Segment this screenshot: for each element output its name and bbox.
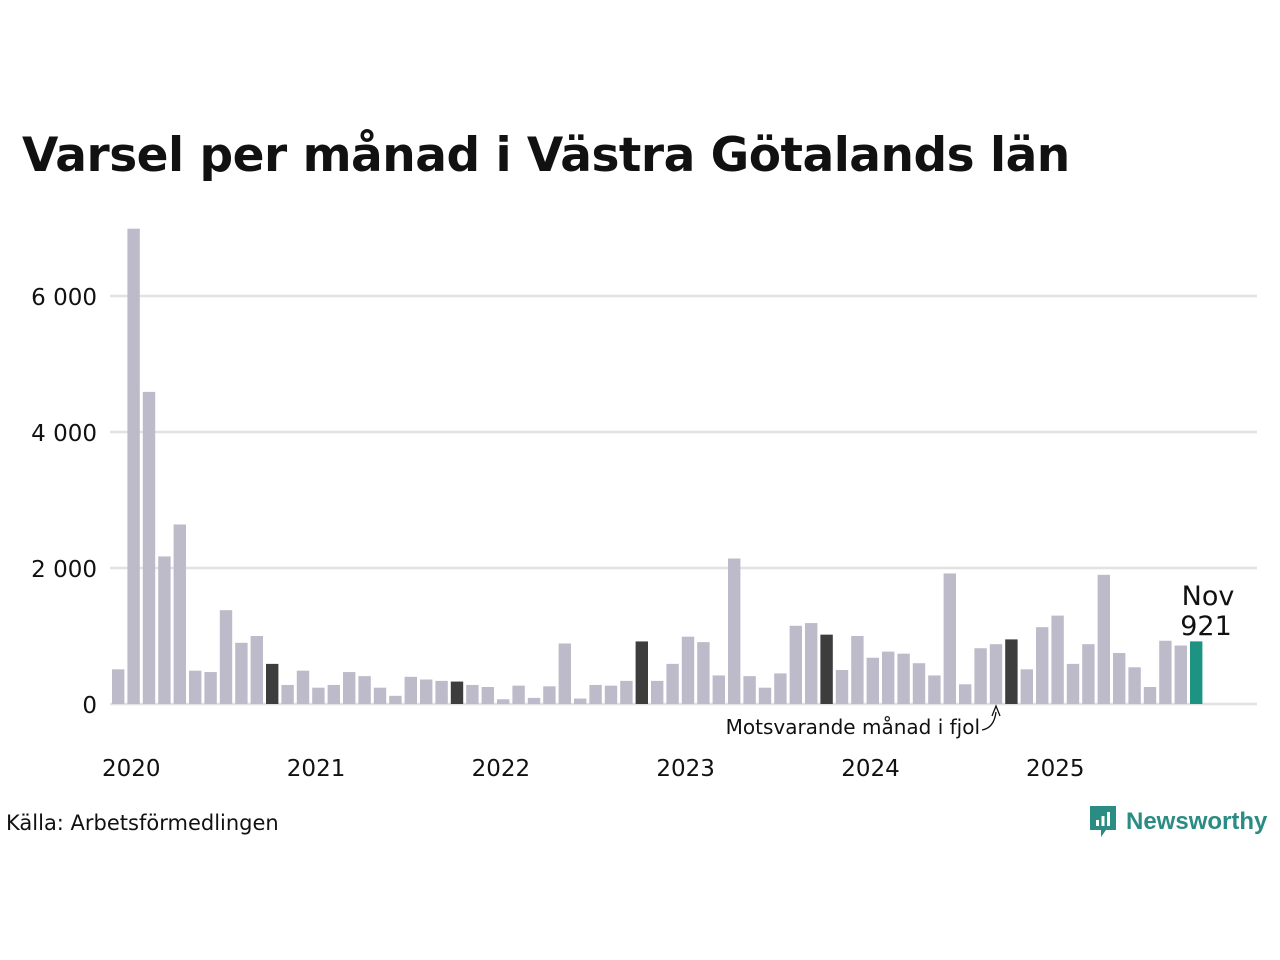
bar (1128, 667, 1141, 704)
x-tick-label: 2024 (841, 756, 900, 782)
y-axis-ticks: 0 2 000 4 000 6 000 (31, 285, 97, 719)
bar (728, 558, 741, 704)
bar (327, 684, 340, 704)
bar (1036, 627, 1049, 704)
newsworthy-logo-icon (1090, 806, 1116, 837)
bars (112, 228, 1203, 704)
bar (373, 687, 387, 704)
bar (127, 228, 140, 704)
bar (466, 684, 479, 704)
bar (959, 684, 972, 704)
y-tick-label: 0 (82, 693, 97, 719)
bar (989, 644, 1003, 704)
bar (266, 663, 279, 704)
y-tick-label: 6 000 (31, 285, 97, 311)
bar (250, 636, 263, 704)
bar (481, 687, 494, 704)
bar (1082, 644, 1095, 704)
bar (1113, 653, 1126, 704)
bar (774, 673, 787, 704)
bar (912, 663, 926, 704)
bar (543, 686, 556, 704)
bar (1020, 669, 1033, 704)
bar (235, 642, 248, 704)
bar (497, 699, 510, 704)
bar (805, 623, 818, 704)
bar (820, 634, 833, 704)
bar (1143, 687, 1157, 704)
newsworthy-logo: Newsworthy (1088, 803, 1267, 841)
bar (527, 697, 541, 704)
source-text: Källa: Arbetsförmedlingen (6, 811, 279, 835)
bar (882, 651, 895, 704)
bar (897, 653, 910, 704)
bar (789, 625, 802, 704)
bar (450, 681, 464, 704)
bar (1066, 663, 1080, 704)
bar (1051, 615, 1064, 704)
bar (866, 657, 879, 704)
bar (651, 680, 664, 704)
bar (604, 685, 618, 704)
brand-name: Newsworthy (1126, 808, 1268, 835)
bar (943, 573, 956, 704)
x-tick-label: 2025 (1026, 756, 1085, 782)
bar (404, 676, 417, 704)
bar (204, 672, 217, 704)
bar (389, 695, 402, 704)
bar (928, 675, 941, 704)
bar (173, 524, 186, 704)
x-axis-ticks: 2020 2021 2022 2023 2024 2025 (102, 756, 1085, 782)
bar (435, 680, 448, 704)
bar (343, 672, 356, 704)
annotation-previous-year: Motsvarande månad i fjol (726, 715, 980, 739)
bar (142, 391, 156, 704)
bar (835, 670, 849, 704)
bar (296, 670, 310, 704)
bar (666, 663, 679, 704)
x-tick-label: 2021 (287, 756, 346, 782)
x-tick-label: 2023 (656, 756, 715, 782)
y-tick-label: 4 000 (31, 421, 97, 447)
bar (189, 670, 202, 704)
annotation-arrowhead (991, 704, 1001, 717)
bar (620, 680, 633, 704)
bar (712, 675, 725, 704)
bar (1159, 640, 1172, 704)
bar (219, 610, 233, 704)
bar (681, 636, 695, 704)
x-tick-label: 2020 (102, 756, 161, 782)
bar (1097, 574, 1110, 704)
bar (974, 648, 987, 704)
bar (635, 641, 648, 704)
annotation-arrow (981, 711, 997, 731)
bar (1174, 645, 1187, 704)
bar (697, 642, 710, 704)
bar (758, 687, 772, 704)
bar (1005, 639, 1018, 704)
bar (851, 636, 864, 704)
bar (512, 685, 525, 704)
bar (358, 676, 371, 704)
bar-current-month (1190, 641, 1203, 704)
bar (312, 687, 325, 704)
callout-value-label: 921 (1180, 611, 1232, 642)
bar (574, 698, 587, 704)
bar (281, 684, 294, 704)
x-tick-label: 2022 (472, 756, 531, 782)
bar (743, 676, 756, 704)
bar (558, 643, 571, 704)
bar (589, 684, 602, 704)
bar (112, 669, 125, 704)
bar (158, 556, 171, 704)
bar (420, 679, 433, 704)
y-tick-label: 2 000 (31, 557, 97, 583)
callout-month-label: Nov (1182, 581, 1235, 612)
chart-title: Varsel per månad i Västra Götalands län (22, 128, 1070, 183)
